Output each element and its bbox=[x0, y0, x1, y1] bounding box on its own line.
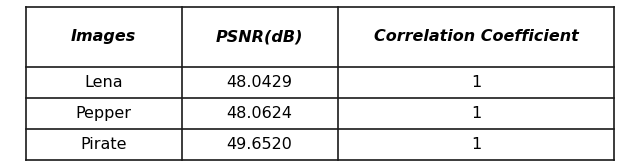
Text: Pirate: Pirate bbox=[81, 137, 127, 152]
Text: 1: 1 bbox=[471, 106, 481, 121]
Text: Correlation Coefficient: Correlation Coefficient bbox=[374, 29, 579, 44]
Text: Images: Images bbox=[71, 29, 136, 44]
Text: 48.0429: 48.0429 bbox=[227, 75, 292, 90]
Text: PSNR(dB): PSNR(dB) bbox=[216, 29, 303, 44]
Text: 49.6520: 49.6520 bbox=[227, 137, 292, 152]
Text: 48.0624: 48.0624 bbox=[227, 106, 292, 121]
Text: 1: 1 bbox=[471, 137, 481, 152]
Text: Lena: Lena bbox=[84, 75, 123, 90]
Text: 1: 1 bbox=[471, 75, 481, 90]
Text: Pepper: Pepper bbox=[76, 106, 132, 121]
